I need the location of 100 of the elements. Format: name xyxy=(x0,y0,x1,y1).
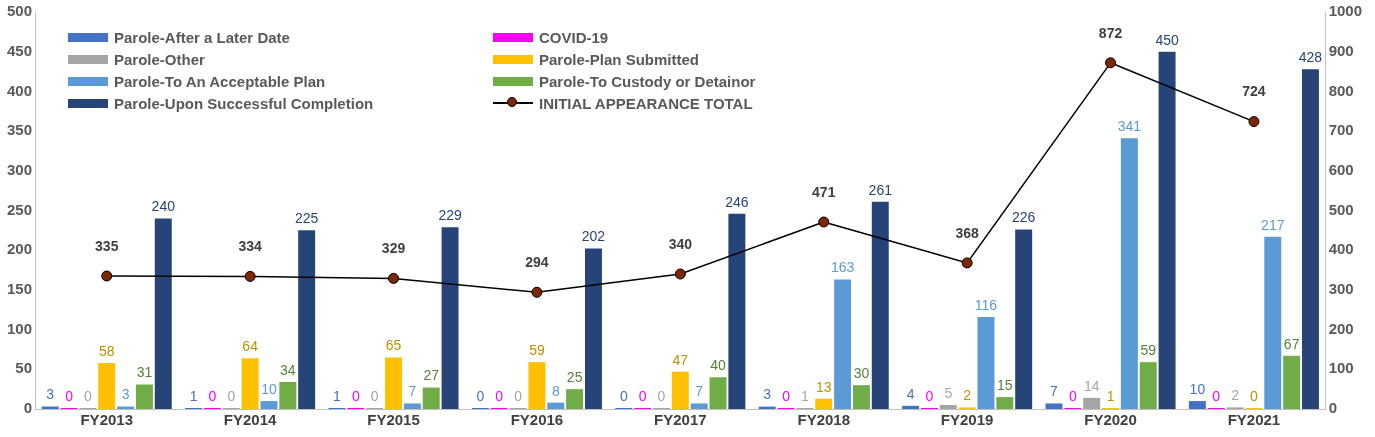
bar xyxy=(441,227,459,409)
data-label: 1 xyxy=(800,387,809,404)
legend-label: COVID-19 xyxy=(539,28,609,46)
data-label: 1 xyxy=(333,387,342,404)
bar xyxy=(154,218,172,409)
x-tick-label: FY2013 xyxy=(80,411,133,429)
y2-tick-label: 900 xyxy=(1328,41,1354,59)
data-label: 294 xyxy=(525,254,549,271)
data-label: 0 xyxy=(657,387,666,404)
bar xyxy=(1301,69,1319,409)
data-label: 334 xyxy=(238,238,263,255)
point xyxy=(674,268,686,280)
data-label: 3 xyxy=(121,386,130,403)
bar xyxy=(939,405,957,409)
bar xyxy=(566,389,584,409)
point xyxy=(101,270,113,282)
data-label: 47 xyxy=(672,351,689,368)
data-label: 2 xyxy=(963,387,972,404)
y-tick-label: 450 xyxy=(7,41,33,59)
point xyxy=(1248,116,1260,128)
data-label: 58 xyxy=(98,342,115,359)
point xyxy=(531,286,543,298)
bar xyxy=(1188,401,1206,409)
data-label: 0 xyxy=(619,387,628,404)
bar xyxy=(260,401,278,409)
bar xyxy=(709,377,727,409)
data-label: 1 xyxy=(1106,387,1115,404)
bar xyxy=(528,362,546,409)
y2-tick-label: 1000 xyxy=(1328,2,1363,20)
y-tick-label: 0 xyxy=(23,399,33,417)
data-label: 3 xyxy=(763,386,772,403)
data-label: 25 xyxy=(566,369,583,386)
x-tick-label: FY2021 xyxy=(1227,411,1281,429)
data-label: 3 xyxy=(46,386,55,403)
data-label: 341 xyxy=(1117,118,1142,135)
data-label: 229 xyxy=(438,207,462,224)
data-label: 0 xyxy=(476,387,485,404)
data-label: 0 xyxy=(83,387,92,404)
data-label: 0 xyxy=(208,387,217,404)
bar xyxy=(422,387,440,409)
data-label: 7 xyxy=(695,383,704,400)
bar xyxy=(671,371,689,409)
data-label: 226 xyxy=(1011,209,1036,226)
y2-tick-label: 300 xyxy=(1328,280,1354,298)
bar xyxy=(135,384,153,409)
data-label: 0 xyxy=(65,387,74,404)
data-label: 0 xyxy=(227,387,236,404)
data-label: 10 xyxy=(1189,380,1206,397)
x-tick-label: FY2014 xyxy=(223,411,278,429)
bar xyxy=(1283,355,1301,409)
x-tick-label: FY2015 xyxy=(367,411,420,429)
data-label: 40 xyxy=(710,357,727,374)
bar xyxy=(385,357,403,409)
bar xyxy=(1139,362,1157,409)
y-tick-label: 150 xyxy=(7,280,33,298)
data-label: 0 xyxy=(1212,387,1221,404)
data-label: 64 xyxy=(242,338,259,355)
data-label: 261 xyxy=(868,181,893,198)
data-label: 30 xyxy=(853,365,870,382)
data-label: 0 xyxy=(782,387,791,404)
data-label: 0 xyxy=(514,387,523,404)
bar xyxy=(403,403,421,409)
data-label: 217 xyxy=(1261,216,1285,233)
data-label: 15 xyxy=(997,376,1013,393)
data-label: 471 xyxy=(812,183,836,200)
y-tick-label: 500 xyxy=(7,2,33,20)
data-label: 202 xyxy=(581,228,606,245)
data-label: 8 xyxy=(551,382,560,399)
bar xyxy=(1264,236,1282,409)
data-label: 116 xyxy=(974,296,998,313)
data-label: 34 xyxy=(280,361,296,378)
bar xyxy=(977,316,995,409)
data-label: 4 xyxy=(906,385,915,402)
data-label: 67 xyxy=(1283,335,1300,352)
data-label: 7 xyxy=(408,383,417,400)
data-label: 27 xyxy=(423,367,440,384)
y2-tick-label: 200 xyxy=(1328,319,1354,337)
point xyxy=(244,270,256,282)
data-label: 14 xyxy=(1083,377,1100,394)
data-label: 246 xyxy=(725,193,749,210)
data-label: 0 xyxy=(351,387,360,404)
data-label: 31 xyxy=(136,364,153,381)
y2-tick-label: 500 xyxy=(1328,200,1354,218)
point xyxy=(961,257,973,269)
bar xyxy=(1015,229,1033,409)
data-label: 59 xyxy=(1140,342,1157,359)
data-label: 65 xyxy=(385,337,402,354)
point xyxy=(1105,57,1117,69)
data-label: 59 xyxy=(529,342,545,359)
bar xyxy=(871,201,889,409)
data-label: 0 xyxy=(495,387,504,404)
bar xyxy=(728,213,746,409)
data-label: 0 xyxy=(925,387,934,404)
bar xyxy=(815,398,833,409)
y-tick-label: 300 xyxy=(7,160,33,178)
bar xyxy=(584,248,602,409)
data-label: 0 xyxy=(1250,387,1259,404)
bar xyxy=(1120,138,1138,409)
y2-tick-label: 700 xyxy=(1328,121,1354,139)
legend-label: Parole-Upon Successful Completion xyxy=(114,94,374,112)
